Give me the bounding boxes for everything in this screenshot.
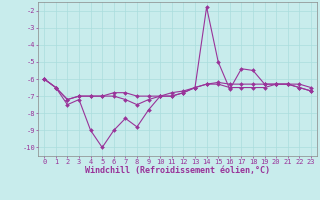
X-axis label: Windchill (Refroidissement éolien,°C): Windchill (Refroidissement éolien,°C) xyxy=(85,166,270,175)
